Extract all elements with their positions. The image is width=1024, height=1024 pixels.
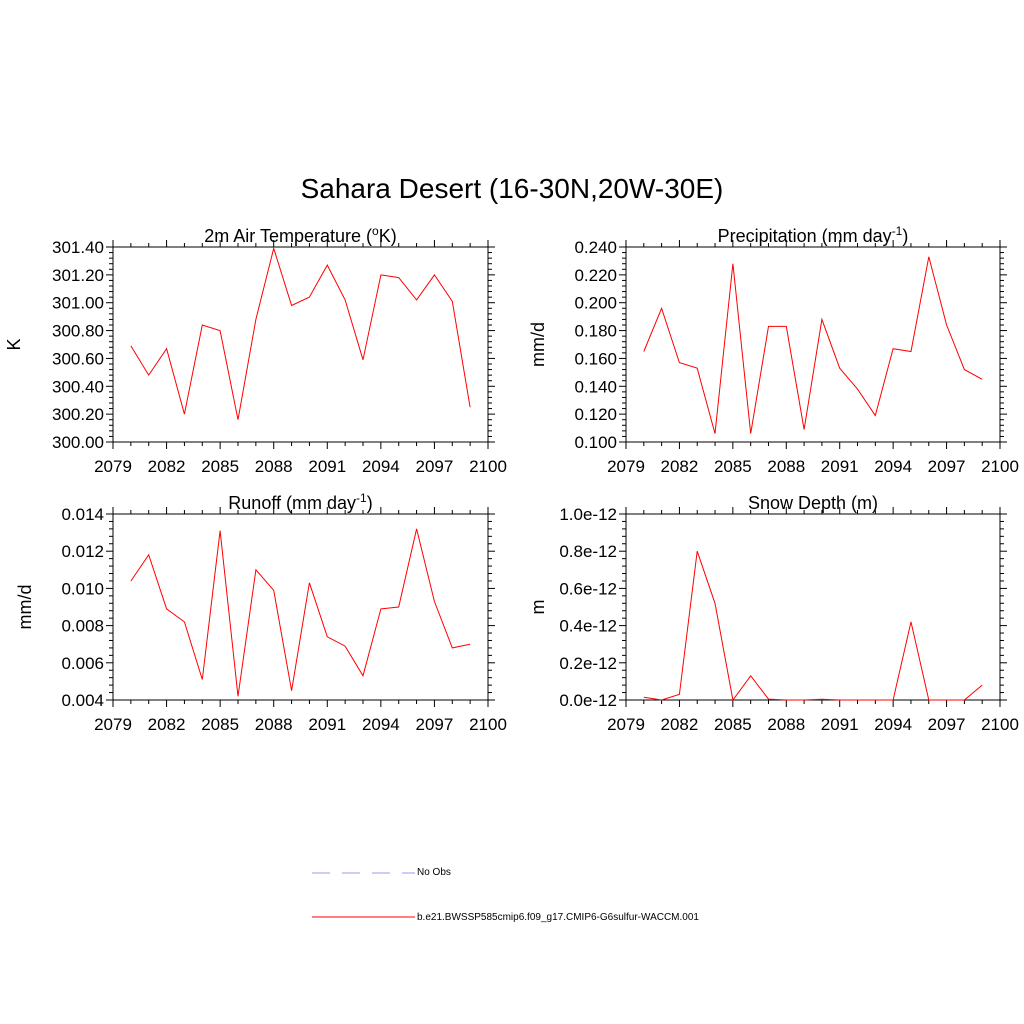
x-tick-label: 2100 (469, 715, 507, 734)
y-tick-label: 0.006 (61, 654, 104, 673)
y-tick-label: 0.240 (574, 238, 617, 257)
x-tick-label: 2082 (661, 715, 699, 734)
y-tick-label: 0.220 (574, 266, 617, 285)
y-tick-label: 301.40 (52, 238, 104, 257)
y-tick-label: 0.200 (574, 294, 617, 313)
y-axis-label: K (4, 338, 24, 350)
x-tick-label: 2082 (661, 457, 699, 476)
series-line (130, 528, 471, 697)
x-tick-label: 2082 (148, 457, 186, 476)
x-tick-label: 2097 (928, 715, 966, 734)
x-tick-label: 2100 (981, 457, 1019, 476)
x-tick-label: 2100 (469, 457, 507, 476)
y-tick-label: 0.004 (61, 691, 104, 710)
y-tick-label: 300.20 (52, 405, 104, 424)
x-tick-label: 2088 (255, 715, 293, 734)
series-line (643, 256, 983, 434)
x-tick-label: 2088 (767, 457, 805, 476)
series-line (130, 246, 471, 420)
x-tick-label: 2091 (308, 457, 346, 476)
plot-frame (112, 246, 489, 443)
y-tick-label: 0.8e-12 (559, 542, 617, 561)
x-tick-label: 2088 (767, 715, 805, 734)
x-tick-label: 2085 (201, 715, 239, 734)
y-tick-label: 0.120 (574, 405, 617, 424)
x-tick-label: 2094 (874, 715, 912, 734)
series-line (643, 551, 983, 702)
legend-no-obs-label: No Obs (417, 867, 451, 878)
figure-title: Sahara Desert (16-30N,20W-30E) (300, 173, 724, 204)
x-tick-label: 2100 (981, 715, 1019, 734)
y-tick-label: 0.140 (574, 377, 617, 396)
x-tick-label: 2091 (308, 715, 346, 734)
y-tick-label: 300.00 (52, 433, 104, 452)
plot-frame (625, 246, 1001, 443)
x-tick-label: 2085 (714, 457, 752, 476)
y-tick-label: 0.0e-12 (559, 691, 617, 710)
x-tick-label: 2094 (362, 457, 400, 476)
y-tick-label: 0.6e-12 (559, 579, 617, 598)
y-axis-label: m (528, 600, 548, 615)
panel-title: Snow Depth (m) (748, 493, 878, 513)
y-tick-label: 0.4e-12 (559, 617, 617, 636)
y-tick-label: 0.012 (61, 542, 104, 561)
plot-frame (112, 513, 489, 701)
x-tick-label: 2079 (607, 715, 645, 734)
y-tick-label: 0.180 (574, 322, 617, 341)
panel-title: Runoff (mm day-1) (228, 491, 372, 513)
panel-title: 2m Air Temperature (oK) (204, 224, 396, 246)
x-tick-label: 2094 (874, 457, 912, 476)
x-tick-label: 2079 (607, 457, 645, 476)
x-tick-label: 2097 (416, 715, 454, 734)
x-tick-label: 2088 (255, 457, 293, 476)
y-tick-label: 0.010 (61, 579, 104, 598)
x-tick-label: 2079 (94, 457, 132, 476)
y-tick-label: 0.2e-12 (559, 654, 617, 673)
y-tick-label: 300.40 (52, 377, 104, 396)
y-tick-label: 0.008 (61, 617, 104, 636)
x-tick-label: 2091 (821, 715, 859, 734)
y-tick-label: 0.160 (574, 349, 617, 368)
x-tick-label: 2082 (148, 715, 186, 734)
x-tick-label: 2085 (714, 715, 752, 734)
y-tick-label: 301.00 (52, 294, 104, 313)
legend-model-label: b.e21.BWSSP585cmip6.f09_g17.CMIP6-G6sulf… (417, 912, 699, 923)
y-axis-label: mm/d (15, 585, 35, 630)
x-tick-label: 2097 (416, 457, 454, 476)
x-tick-label: 2079 (94, 715, 132, 734)
y-axis-label: mm/d (528, 322, 548, 367)
x-tick-label: 2094 (362, 715, 400, 734)
y-tick-label: 0.014 (61, 505, 104, 524)
y-tick-label: 300.60 (52, 349, 104, 368)
y-tick-label: 0.100 (574, 433, 617, 452)
x-tick-label: 2091 (821, 457, 859, 476)
y-tick-label: 300.80 (52, 322, 104, 341)
x-tick-label: 2097 (928, 457, 966, 476)
y-tick-label: 1.0e-12 (559, 505, 617, 524)
x-tick-label: 2085 (201, 457, 239, 476)
panel-title: Precipitation (mm day-1) (718, 224, 909, 246)
y-tick-label: 301.20 (52, 266, 104, 285)
